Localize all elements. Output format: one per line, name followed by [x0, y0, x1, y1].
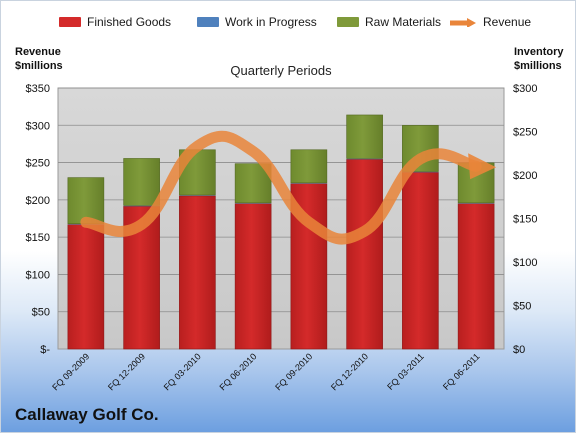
bar-raw-materials: [290, 149, 328, 184]
bar-raw-materials: [346, 114, 383, 159]
left-tick-label: $50: [32, 307, 50, 319]
company-name: Callaway Golf Co.: [15, 405, 159, 424]
bar-work-in-progress: [123, 205, 160, 207]
legend: Finished Goods Work in Progress Raw Mate…: [1, 11, 576, 33]
bar-finished-goods: [234, 203, 272, 350]
bar-work-in-progress: [179, 195, 216, 197]
legend-label-work-in-progress: Work in Progress: [225, 15, 317, 29]
category-label: FQ 12-2010: [329, 351, 370, 392]
category-label: FQ 06-2010: [218, 351, 259, 392]
category-label: FQ 03-2011: [385, 351, 426, 392]
left-tick-label: $250: [26, 158, 50, 170]
legend-finished-goods: Finished Goods: [59, 11, 171, 33]
bar-finished-goods: [67, 224, 105, 350]
left-tick-label: $300: [26, 120, 50, 132]
right-axis-title-line2: $millions: [514, 60, 562, 72]
category-label: FQ 03-2010: [162, 351, 203, 392]
right-tick-label: $0: [513, 344, 525, 356]
legend-swatch-finished-goods: [59, 17, 81, 27]
category-label: FQ 09-2009: [50, 351, 91, 392]
right-axis-title: Inventory $millions: [514, 45, 564, 73]
bar-finished-goods: [402, 172, 439, 350]
left-axis-title-line2: $millions: [15, 60, 63, 72]
bar-raw-materials: [67, 177, 105, 225]
legend-raw-materials: Raw Materials: [337, 11, 441, 33]
legend-label-raw-materials: Raw Materials: [365, 15, 442, 29]
right-axis-title-line1: Inventory: [514, 46, 564, 58]
bar-work-in-progress: [235, 202, 272, 204]
bar-finished-goods: [457, 203, 495, 350]
category-label: FQ 09-2010: [273, 351, 314, 392]
legend-work-in-progress: Work in Progress: [197, 11, 317, 33]
legend-revenue: Revenue: [449, 11, 531, 33]
left-tick-label: $150: [26, 232, 50, 244]
right-tick-label: $50: [513, 301, 531, 313]
right-tick-label: $300: [513, 83, 537, 95]
bar-finished-goods: [346, 159, 383, 350]
left-axis-title-line1: Revenue: [15, 46, 61, 58]
right-tick-label: $150: [513, 214, 537, 226]
legend-swatch-work-in-progress: [197, 17, 219, 27]
bar-work-in-progress: [458, 202, 495, 204]
legend-label-revenue: Revenue: [483, 15, 532, 29]
bar-raw-materials: [123, 158, 160, 206]
left-axis-title: Revenue $millions: [15, 45, 63, 73]
left-tick-label: $100: [26, 269, 50, 281]
left-tick-label: $-: [40, 344, 50, 356]
left-tick-label: $200: [26, 195, 50, 207]
legend-swatch-raw-materials: [337, 17, 359, 27]
left-tick-label: $350: [26, 83, 50, 95]
right-tick-label: $250: [513, 127, 537, 139]
right-tick-label: $200: [513, 170, 537, 182]
category-label: FQ 12-2009: [106, 351, 147, 392]
bar-work-in-progress: [346, 158, 383, 160]
chart-svg: Quarterly Periods $- $50 $100 $150 $200 $250 $3…: [26, 63, 538, 392]
right-tick-label: $100: [513, 257, 537, 269]
bar-work-in-progress: [402, 171, 439, 173]
bar-work-in-progress: [290, 182, 327, 184]
chart-title: Quarterly Periods: [230, 63, 332, 78]
category-label: FQ 06-2011: [441, 351, 482, 392]
legend-swatch-revenue: [450, 18, 476, 27]
bar-finished-goods: [179, 195, 216, 350]
revenue-line: [80, 130, 482, 245]
legend-label-finished-goods: Finished Goods: [87, 15, 172, 29]
revenue-arrowhead: [468, 153, 497, 180]
